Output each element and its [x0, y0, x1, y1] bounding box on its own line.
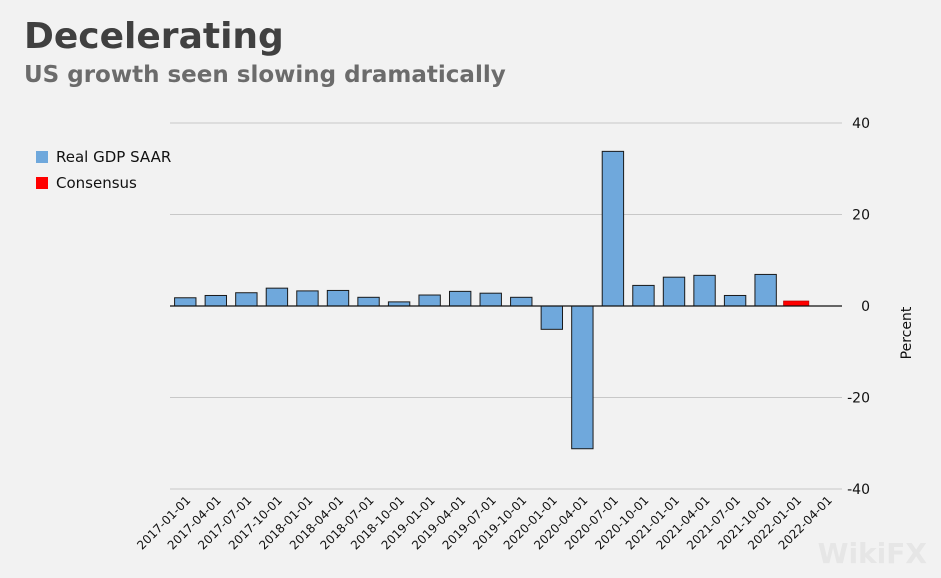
grid-lines — [170, 122, 842, 490]
bar-gdp[interactable] — [601, 150, 625, 307]
chart-title: Decelerating — [24, 16, 284, 57]
bar-consensus[interactable] — [783, 300, 810, 307]
bar-gdp[interactable] — [204, 294, 228, 307]
bar-gdp[interactable] — [754, 273, 777, 307]
bar-gdp[interactable] — [540, 305, 564, 330]
bar-gdp[interactable] — [693, 274, 716, 307]
watermark: WikiFX — [817, 537, 927, 570]
y-tick-label: 0 — [861, 299, 870, 315]
bar-gdp[interactable] — [723, 294, 747, 307]
bar-gdp[interactable] — [296, 290, 319, 307]
bar-gdp[interactable] — [357, 296, 380, 307]
bar-gdp[interactable] — [174, 297, 197, 307]
bar-gdp[interactable] — [632, 284, 655, 307]
bar-gdp[interactable] — [510, 296, 533, 307]
bar-gdp[interactable] — [235, 292, 258, 307]
bar-gdp[interactable] — [418, 294, 441, 307]
bar-gdp[interactable] — [448, 290, 472, 307]
bar-gdp[interactable] — [662, 276, 686, 307]
bar-gdp[interactable] — [479, 292, 502, 307]
legend-swatch-gdp — [36, 151, 48, 163]
bar-gdp[interactable] — [387, 301, 411, 307]
y-tick-label: 40 — [852, 116, 870, 132]
x-tick-labels: 2017-01-012017-04-012017-07-012017-10-01… — [134, 493, 835, 552]
legend-label-consensus: Consensus — [56, 174, 137, 192]
legend-swatch-consensus — [36, 177, 48, 189]
y-tick-label: -40 — [847, 482, 870, 498]
y-tick-label: -20 — [847, 391, 870, 407]
legend-item-gdp[interactable]: Real GDP SAAR — [36, 144, 171, 170]
bar-gdp[interactable] — [265, 287, 289, 307]
bar-gdp[interactable] — [326, 289, 350, 307]
legend-label-gdp: Real GDP SAAR — [56, 148, 172, 166]
chart-legend: Real GDP SAAR Consensus — [36, 144, 171, 196]
y-axis-label: Percent — [899, 306, 915, 359]
bars — [174, 150, 810, 450]
chart-subtitle: US growth seen slowing dramatically — [24, 62, 506, 88]
legend-item-consensus[interactable]: Consensus — [36, 170, 171, 196]
y-tick-label: 20 — [852, 208, 870, 224]
bar-gdp[interactable] — [571, 305, 594, 450]
y-tick-labels: 40 20 0 -20 -40 — [847, 116, 870, 498]
